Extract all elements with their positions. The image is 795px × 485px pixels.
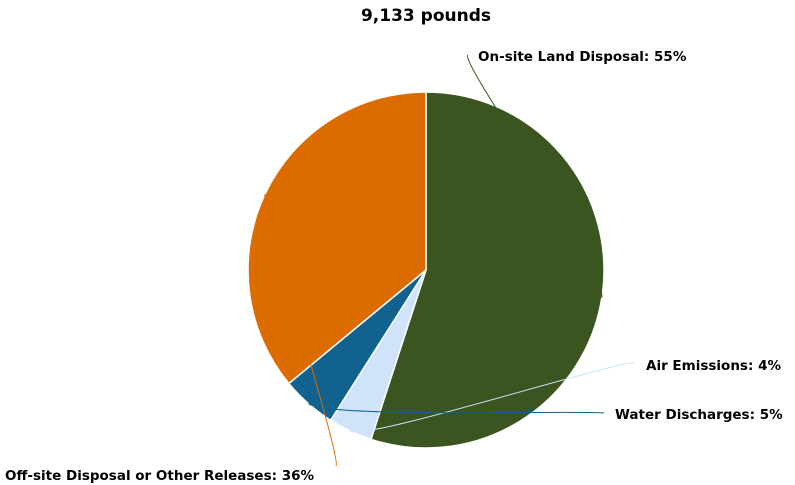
chart-title: 9,133 pounds [361,6,491,26]
slice-label-connectors [264,54,635,467]
slice-label-air-emissions: Air Emissions: 4% [646,358,781,374]
connector-air-emissions [349,362,635,433]
connector-off-site-disposal-or-other-releases [264,194,337,467]
slice-label-on-site-land-disposal: On-site Land Disposal: 55% [478,49,687,65]
slice-label-off-site-disposal-or-other-releases: Off-site Disposal or Other Releases: 36% [5,468,315,484]
pie-slices [247,91,605,449]
slice-labels: On-site Land Disposal: 55% Air Emissions:… [5,49,783,484]
connector-on-site-land-disposal [467,54,603,298]
slice-label-water-discharges: Water Discharges: 5% [615,407,783,423]
connector-water-discharges [307,403,605,414]
